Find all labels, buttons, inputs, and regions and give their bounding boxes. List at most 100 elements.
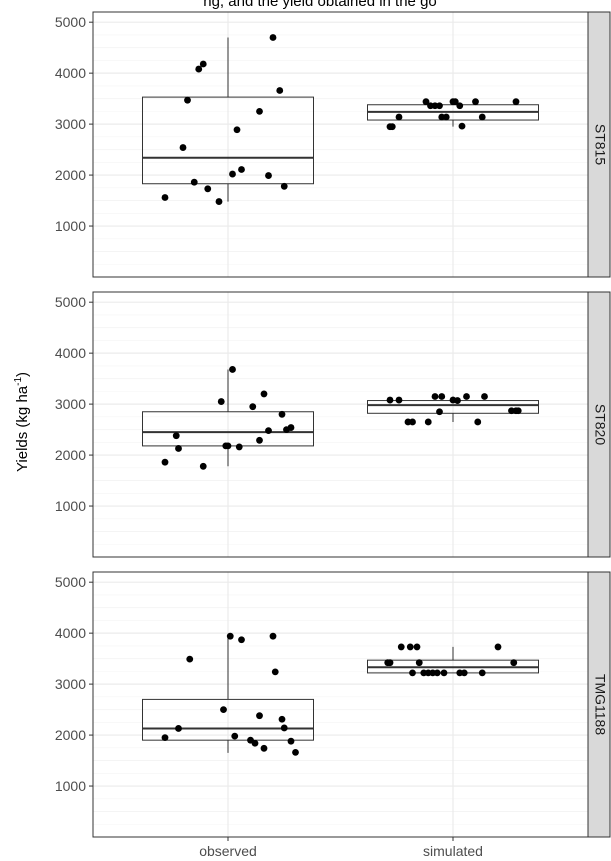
data-point-observed xyxy=(175,445,182,452)
y-tick-label: 5000 xyxy=(55,294,86,310)
y-tick-label: 3000 xyxy=(55,676,86,692)
y-tick-label: 1000 xyxy=(55,778,86,794)
data-point-observed xyxy=(184,96,191,104)
y-tick-label: 2000 xyxy=(55,727,86,743)
data-point-simulated xyxy=(472,98,479,106)
data-point-observed xyxy=(186,655,194,663)
facet-panels: 1000 2000 3000 4000 5000 ST815 1000 2000 3000 400… xyxy=(55,11,611,838)
data-point-observed xyxy=(220,706,227,713)
data-point-simulated xyxy=(481,393,488,400)
data-point-simulated xyxy=(463,393,470,400)
panel-background xyxy=(93,292,588,557)
data-point-observed xyxy=(249,403,257,411)
y-axis-title-suffix: ) xyxy=(14,372,31,377)
data-point-observed xyxy=(256,712,263,720)
data-point-observed xyxy=(175,725,182,732)
x-tick-label-simulated: simulated xyxy=(423,843,483,859)
data-point-simulated xyxy=(433,669,441,677)
strip-label: ST815 xyxy=(592,124,608,165)
facet-tmg1188: 1000 2000 3000 4000 5000 TMG1188 xyxy=(55,571,611,838)
data-point-simulated xyxy=(474,418,482,426)
data-point-observed xyxy=(161,194,169,201)
y-axis-title-superscript: -1 xyxy=(13,377,24,386)
data-point-simulated xyxy=(510,659,518,667)
data-point-simulated xyxy=(415,659,423,667)
data-point-observed xyxy=(226,632,234,640)
data-point-observed xyxy=(256,436,263,444)
data-point-observed xyxy=(195,65,203,73)
data-point-observed xyxy=(292,749,299,756)
data-point-observed xyxy=(287,737,295,745)
data-point-observed xyxy=(235,443,243,451)
strip-background xyxy=(587,291,611,558)
data-point-observed xyxy=(238,636,245,644)
data-point-simulated xyxy=(413,643,421,651)
data-point-simulated xyxy=(386,659,394,667)
y-tick-label: 5000 xyxy=(55,574,86,590)
y-tick-label: 3000 xyxy=(55,116,86,132)
data-point-observed xyxy=(231,732,239,740)
data-point-observed xyxy=(179,144,187,151)
data-point-observed xyxy=(251,739,259,747)
data-point-simulated xyxy=(451,98,459,106)
data-point-simulated xyxy=(512,98,520,106)
data-point-observed xyxy=(265,172,272,179)
data-point-simulated xyxy=(456,102,464,110)
data-point-simulated xyxy=(494,643,502,651)
box-observed xyxy=(142,37,314,202)
y-tick-label: 5000 xyxy=(55,14,86,30)
data-point-observed xyxy=(256,107,263,115)
data-point-observed xyxy=(172,432,180,440)
panel-background xyxy=(93,572,588,837)
data-point-simulated xyxy=(458,122,466,130)
box-body xyxy=(142,698,314,741)
data-point-simulated xyxy=(395,396,403,404)
strip-label: TMG1188 xyxy=(592,674,608,735)
data-point-observed xyxy=(229,366,236,373)
data-point-simulated xyxy=(440,669,448,677)
data-point-observed xyxy=(280,182,288,190)
data-point-observed xyxy=(265,427,272,435)
data-point-simulated xyxy=(409,418,416,426)
data-point-simulated xyxy=(478,113,486,121)
data-point-simulated xyxy=(397,643,405,651)
data-point-observed xyxy=(269,632,277,640)
data-point-observed xyxy=(217,398,225,405)
y-tick-label: 1000 xyxy=(55,498,86,514)
data-point-observed xyxy=(229,170,236,178)
data-point-simulated xyxy=(438,393,446,400)
data-point-simulated xyxy=(442,113,450,121)
data-point-observed xyxy=(224,442,232,450)
data-point-observed xyxy=(271,668,279,676)
strip-background xyxy=(587,571,611,838)
data-point-observed xyxy=(199,462,207,470)
data-point-observed xyxy=(233,126,241,134)
strip-label: ST820 xyxy=(592,404,608,445)
data-point-simulated xyxy=(409,669,416,677)
top-cropped-text: ng, and the yield obtained in the go xyxy=(203,0,437,10)
data-point-observed xyxy=(161,734,169,742)
data-point-simulated xyxy=(460,669,468,677)
data-point-observed xyxy=(190,178,198,186)
facet-st820: 1000 2000 3000 4000 5000 ST820 xyxy=(55,291,611,558)
data-point-simulated xyxy=(422,98,430,106)
y-tick-label: 2000 xyxy=(55,167,86,183)
y-tick-label: 4000 xyxy=(55,625,86,641)
data-point-simulated xyxy=(386,396,394,404)
data-point-simulated xyxy=(424,418,432,426)
data-point-observed xyxy=(278,715,286,723)
data-point-simulated xyxy=(478,669,486,677)
data-point-observed xyxy=(161,458,169,466)
data-point-simulated xyxy=(436,408,443,416)
data-point-simulated xyxy=(454,397,461,404)
data-point-observed xyxy=(287,424,295,431)
data-point-simulated xyxy=(406,643,414,651)
facet-st815: 1000 2000 3000 4000 5000 ST815 xyxy=(55,11,611,278)
data-point-observed xyxy=(280,724,288,732)
y-tick-label: 1000 xyxy=(55,218,86,234)
x-tick-label-observed: observed xyxy=(199,843,257,859)
data-point-observed xyxy=(260,390,268,398)
box-body xyxy=(142,96,314,185)
data-point-observed xyxy=(199,60,207,68)
